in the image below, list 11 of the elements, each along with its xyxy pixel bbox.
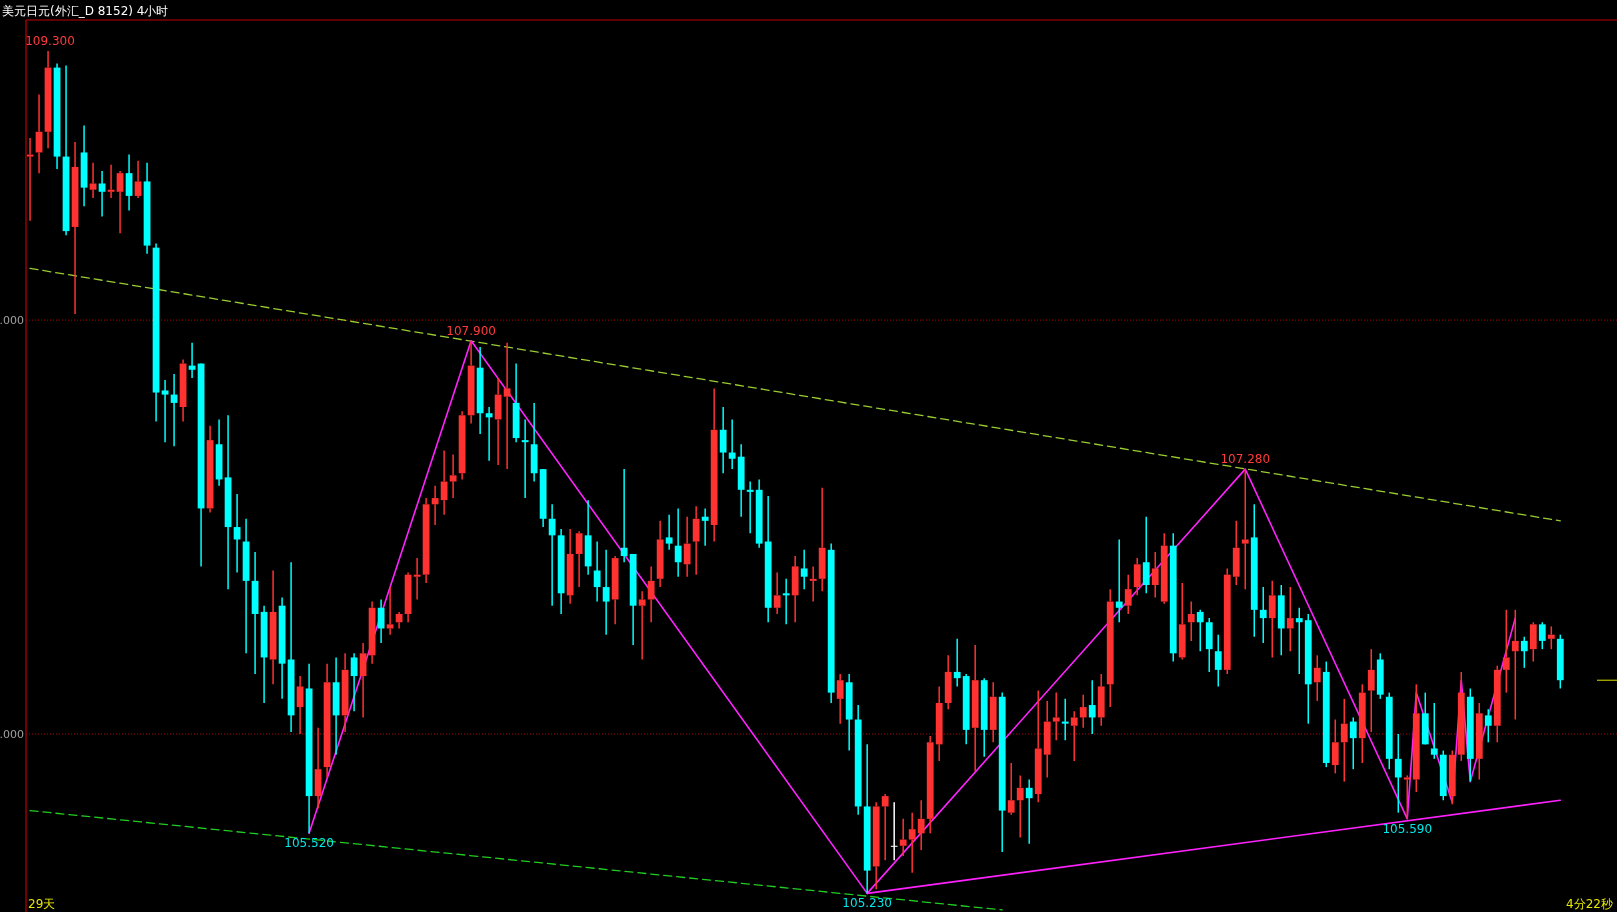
text: .000 [0,728,24,742]
annotation: 109.300 [25,34,75,49]
annotation: 105.590 [1382,821,1433,836]
annotation: 107.900 [446,323,496,338]
text: .000 [0,314,24,328]
chart-title: 美元日元(外汇_D 8152) 4小时 [2,4,169,18]
text: 4分22秒 [1566,897,1613,911]
annotation: 29天 [28,897,56,911]
annotation: 107.280 [1220,452,1271,467]
annotation: 105.230 [842,896,892,911]
annotation: 105.520 [284,836,334,851]
